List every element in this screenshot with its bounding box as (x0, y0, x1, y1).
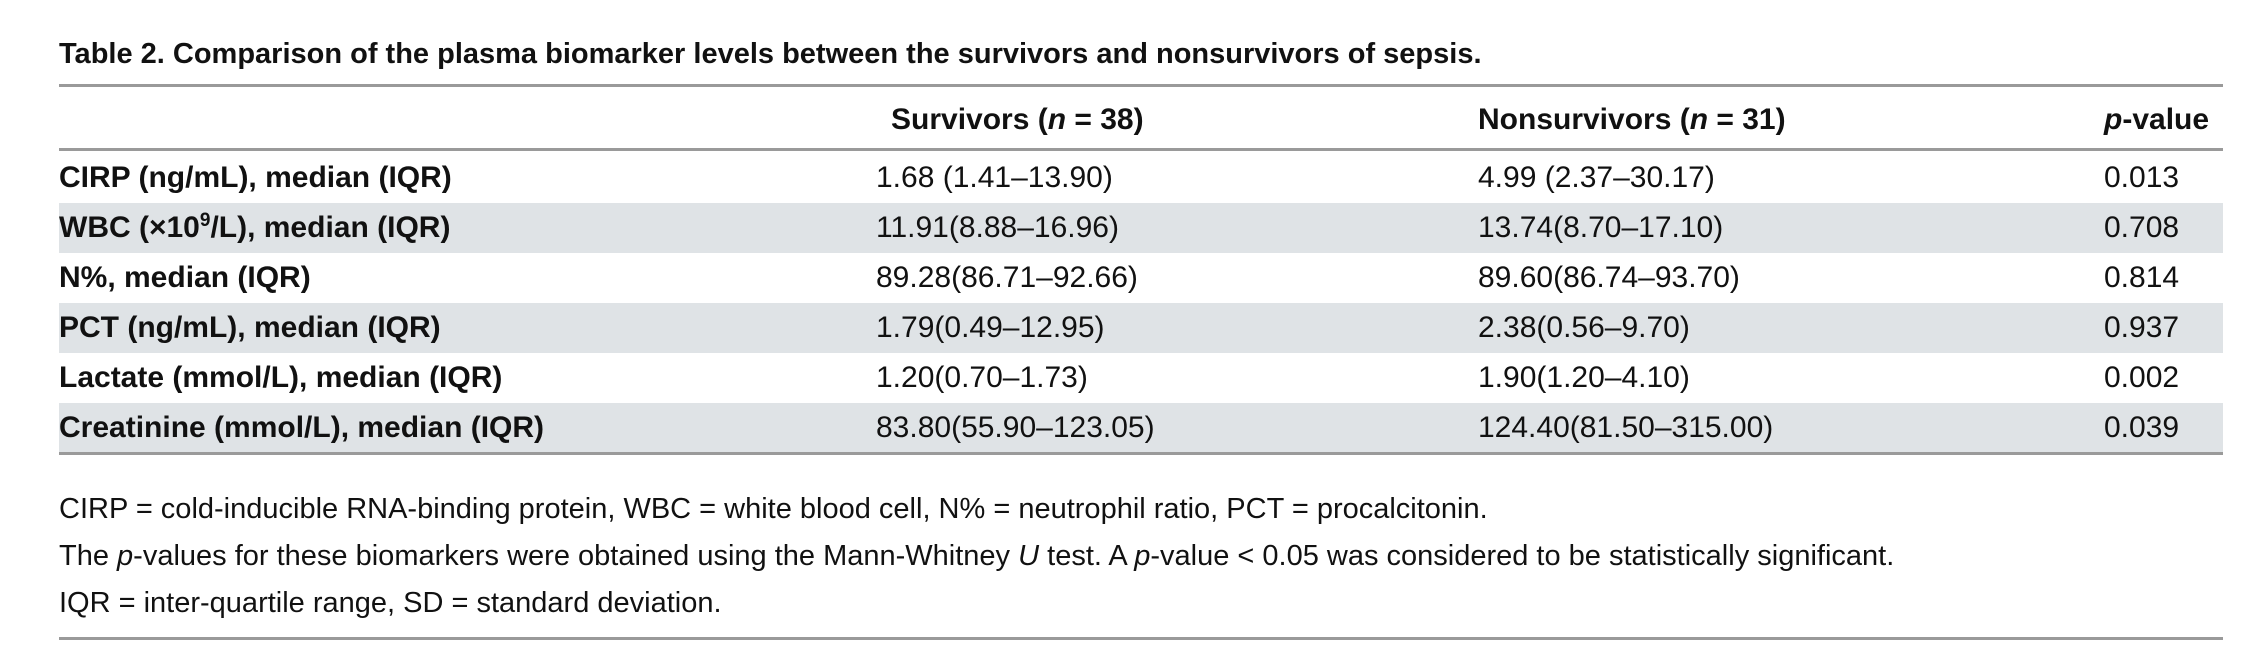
footer-rule (59, 637, 2223, 640)
p-value: 0.013 (2104, 161, 2180, 194)
nonsurvivors-value: 13.74(8.70–17.10) (1478, 211, 1724, 244)
p-value: 0.039 (2104, 411, 2180, 444)
survivors-value: 83.80(55.90–123.05) (876, 411, 1155, 444)
p-value: 0.708 (2104, 211, 2180, 244)
table-row: N%, median (IQR) 89.28(86.71–92.66) 89.6… (59, 253, 2223, 303)
table-row: CIRP (ng/mL), median (IQR) 1.68 (1.41–13… (59, 153, 2223, 203)
nonsurvivors-value: 89.60(86.74–93.70) (1478, 261, 1740, 294)
row-label: CIRP (ng/mL), median (IQR) (59, 161, 452, 194)
table-row: Creatinine (mmol/L), median (IQR) 83.80(… (59, 403, 2223, 453)
header-survivors: Survivors (n = 38) (891, 103, 1144, 136)
survivors-value: 11.91(8.88–16.96) (876, 211, 1119, 244)
survivors-value: 1.20(0.70–1.73) (876, 361, 1088, 394)
row-label: PCT (ng/mL), median (IQR) (59, 311, 441, 344)
bottom-rule (59, 452, 2223, 455)
top-rule (59, 84, 2223, 87)
header-pvalue: p-value (2104, 103, 2210, 136)
table-row: Lactate (mmol/L), median (IQR) 1.20(0.70… (59, 353, 2223, 403)
survivors-value: 1.79(0.49–12.95) (876, 311, 1105, 344)
row-label: Lactate (mmol/L), median (IQR) (59, 361, 503, 394)
p-value: 0.002 (2104, 361, 2180, 394)
row-label: N%, median (IQR) (59, 261, 311, 294)
footnote-abbreviations: CIRP = cold-inducible RNA-binding protei… (59, 493, 1488, 525)
survivors-value: 1.68 (1.41–13.90) (876, 161, 1113, 194)
nonsurvivors-value: 2.38(0.56–9.70) (1478, 311, 1690, 344)
survivors-value: 89.28(86.71–92.66) (876, 261, 1138, 294)
table-row: PCT (ng/mL), median (IQR) 1.79(0.49–12.9… (59, 303, 2223, 353)
nonsurvivors-value: 124.40(81.50–315.00) (1478, 411, 1774, 444)
header-nonsurvivors: Nonsurvivors (n = 31) (1478, 103, 1786, 136)
p-value: 0.937 (2104, 311, 2180, 344)
footnote-iqr: IQR = inter-quartile range, SD = standar… (59, 587, 722, 619)
table-caption: Table 2. Comparison of the plasma biomar… (59, 38, 1482, 70)
row-label: Creatinine (mmol/L), median (IQR) (59, 411, 545, 444)
p-value: 0.814 (2104, 261, 2180, 294)
nonsurvivors-value: 1.90(1.20–4.10) (1478, 361, 1690, 394)
footnote-statistics: The p-values for these biomarkers were o… (59, 540, 1895, 572)
header-rule (59, 148, 2223, 151)
nonsurvivors-value: 4.99 (2.37–30.17) (1478, 161, 1715, 194)
row-label: WBC (×109/L), median (IQR) (59, 210, 451, 244)
table-row: WBC (×109/L), median (IQR) 11.91(8.88–16… (59, 203, 2223, 253)
